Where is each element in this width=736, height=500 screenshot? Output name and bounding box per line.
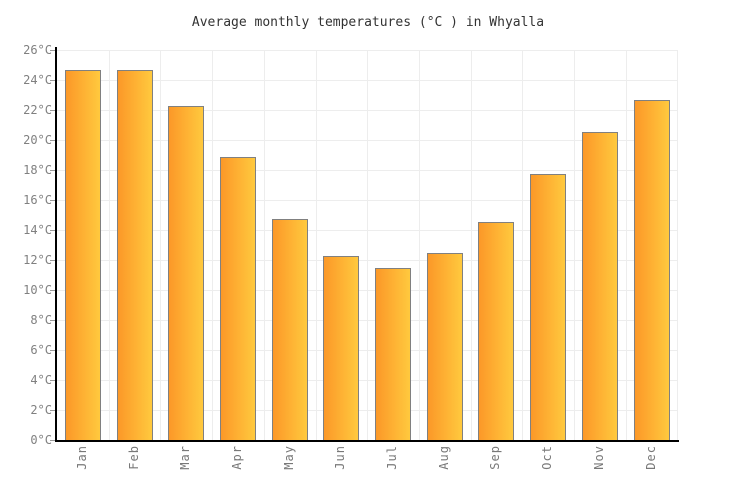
y-tick-mark <box>50 380 55 382</box>
x-tick-label-jun: Jun <box>333 445 348 470</box>
y-tick-mark <box>50 50 55 52</box>
x-tick-label-nov: Nov <box>591 445 606 470</box>
y-tick-mark <box>50 260 55 262</box>
y-tick-mark <box>50 80 55 82</box>
gridline-vertical <box>263 50 265 440</box>
bar-may <box>271 218 308 440</box>
gridline-vertical <box>574 50 575 440</box>
y-tick-mark <box>50 350 55 352</box>
bar-apr <box>219 157 256 440</box>
bar-mar <box>168 106 205 440</box>
y-tick-label: 26°C <box>23 43 52 58</box>
gridline-vertical <box>677 50 679 440</box>
x-tick-label-sep: Sep <box>488 445 503 470</box>
y-tick-label: 0°C <box>30 433 52 447</box>
bar-jul <box>375 268 412 440</box>
y-tick-mark <box>50 110 55 112</box>
y-tick-mark <box>50 140 55 142</box>
bar-feb <box>116 70 153 440</box>
gridline-vertical <box>315 50 317 440</box>
bar-sep <box>478 221 515 440</box>
gridline-vertical <box>160 50 162 440</box>
bar-dec <box>633 100 670 440</box>
x-tick-label-may: May <box>281 445 296 470</box>
bar-jun <box>323 256 360 440</box>
x-tick-label-oct: Oct <box>540 445 555 470</box>
gridline-vertical <box>625 50 627 440</box>
bar-nov <box>581 131 618 440</box>
y-tick-mark <box>50 320 55 322</box>
x-tick-label-aug: Aug <box>436 445 451 470</box>
y-tick-label: 2°C <box>30 403 52 418</box>
y-tick-label: 8°C <box>30 313 52 328</box>
x-tick-label-mar: Mar <box>178 445 193 470</box>
gridline-vertical <box>367 50 369 440</box>
y-tick-label: 18°C <box>23 163 52 178</box>
bar-aug <box>426 253 463 440</box>
gridline-vertical <box>522 50 524 440</box>
y-axis-line <box>55 47 57 442</box>
x-tick-label-jan: Jan <box>74 445 89 470</box>
gridline-vertical <box>470 50 472 440</box>
gridline-vertical <box>212 50 214 440</box>
y-tick-label: 20°C <box>23 133 52 148</box>
y-tick-label: 22°C <box>23 103 52 118</box>
x-tick-label-jul: Jul <box>385 445 400 470</box>
y-tick-mark <box>50 200 55 202</box>
bar-oct <box>530 173 567 440</box>
y-tick-label: 4°C <box>30 373 52 388</box>
y-tick-label: 6°C <box>30 343 52 358</box>
y-tick-mark <box>50 410 55 412</box>
plot-area <box>57 47 679 440</box>
y-tick-mark <box>50 290 55 292</box>
chart-title: Average monthly temperatures (°C ) in Wh… <box>191 15 545 30</box>
y-tick-label: 12°C <box>23 253 52 268</box>
x-tick-label-dec: Dec <box>643 445 658 470</box>
y-tick-mark <box>50 230 55 232</box>
x-tick-label-apr: Apr <box>229 445 244 470</box>
y-tick-mark <box>50 440 55 441</box>
gridline-vertical <box>418 50 420 440</box>
y-tick-label: 10°C <box>23 283 52 298</box>
x-axis-line <box>55 440 679 442</box>
y-tick-label: 14°C <box>23 223 52 238</box>
y-tick-mark <box>50 170 55 172</box>
gridline-vertical <box>108 50 110 440</box>
y-tick-label: 16°C <box>23 193 52 208</box>
y-tick-label: 24°C <box>23 73 52 88</box>
bar-jan <box>64 70 101 440</box>
x-tick-label-feb: Feb <box>126 445 141 470</box>
